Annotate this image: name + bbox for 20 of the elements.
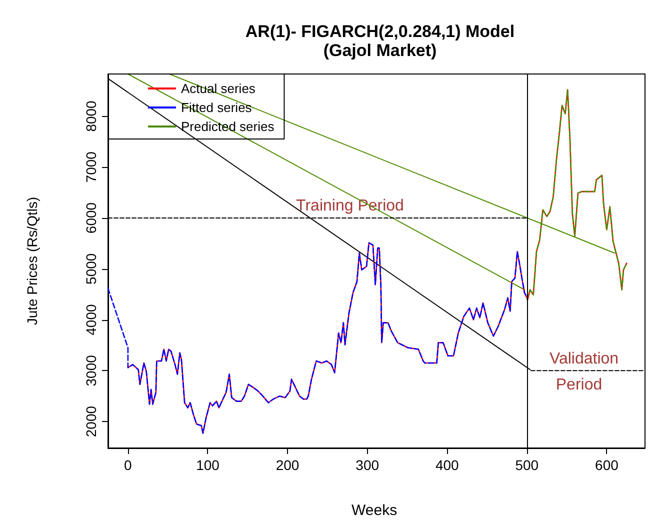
x-tick-label: 600 <box>595 457 619 473</box>
y-tick-label: 5000 <box>83 253 99 284</box>
annotation: Validation <box>549 350 619 368</box>
chart-title: AR(1)- FIGARCH(2,0.284,1) Model <box>245 22 515 41</box>
x-tick-label: 300 <box>356 457 380 473</box>
x-tick-label: 0 <box>124 457 132 473</box>
y-axis-title: Jute Prices (Rs/Qtls) <box>24 196 40 326</box>
y-tick-label: 6000 <box>83 202 99 234</box>
x-tick-label: 500 <box>515 457 539 473</box>
y-tick-label: 2000 <box>83 406 99 438</box>
chart-subtitle: (Gajol Market) <box>323 41 437 60</box>
x-tick-label: 200 <box>276 457 300 473</box>
y-tick-label: 8000 <box>83 100 99 132</box>
annotation: Period <box>556 376 602 394</box>
x-tick-label: 100 <box>196 457 220 473</box>
y-tick-label: 7000 <box>83 151 99 183</box>
y-tick-label: 4000 <box>83 304 99 336</box>
x-tick-label: 400 <box>435 457 460 473</box>
y-tick-label: 3000 <box>83 354 99 386</box>
x-axis-title: Weeks <box>352 502 398 519</box>
